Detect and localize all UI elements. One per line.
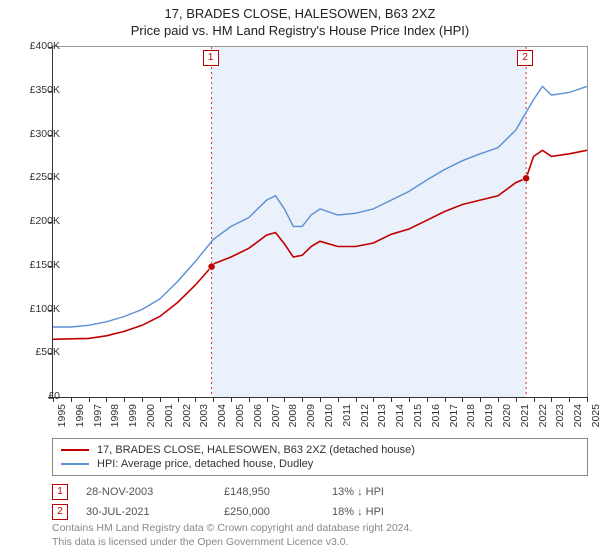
x-axis-label: 2001 <box>163 404 175 427</box>
x-axis-label: 2005 <box>234 404 246 427</box>
sales-badge: 1 <box>52 484 68 500</box>
sales-price: £148,950 <box>224 486 314 498</box>
x-axis-label: 2016 <box>430 404 442 427</box>
x-axis-label: 2022 <box>537 404 549 427</box>
x-axis-label: 2025 <box>590 404 600 427</box>
y-axis-label: £200K <box>8 215 60 227</box>
x-axis-label: 2015 <box>412 404 424 427</box>
sales-diff: 18% ↓ HPI <box>332 506 452 518</box>
x-axis-label: 2007 <box>270 404 282 427</box>
x-axis-label: 2020 <box>501 404 513 427</box>
sales-date: 28-NOV-2003 <box>86 486 206 498</box>
sales-badge: 2 <box>52 504 68 520</box>
chart-svg <box>53 47 587 397</box>
chart-title: 17, BRADES CLOSE, HALESOWEN, B63 2XZ <box>0 6 600 21</box>
chart-legend: 17, BRADES CLOSE, HALESOWEN, B63 2XZ (de… <box>52 438 588 476</box>
x-axis-label: 2009 <box>305 404 317 427</box>
sales-price: £250,000 <box>224 506 314 518</box>
sales-row: 2 30-JUL-2021 £250,000 18% ↓ HPI <box>52 502 588 522</box>
legend-label-property: 17, BRADES CLOSE, HALESOWEN, B63 2XZ (de… <box>97 444 415 456</box>
sales-table: 1 28-NOV-2003 £148,950 13% ↓ HPI 2 30-JU… <box>52 482 588 522</box>
x-axis-label: 2023 <box>554 404 566 427</box>
x-axis-label: 2013 <box>376 404 388 427</box>
legend-row-hpi: HPI: Average price, detached house, Dudl… <box>61 457 579 471</box>
legend-label-hpi: HPI: Average price, detached house, Dudl… <box>97 458 313 470</box>
x-axis-label: 2021 <box>519 404 531 427</box>
x-axis-label: 2004 <box>216 404 228 427</box>
x-axis-label: 2011 <box>341 404 353 427</box>
y-axis-label: £50K <box>8 346 60 358</box>
legend-row-property: 17, BRADES CLOSE, HALESOWEN, B63 2XZ (de… <box>61 443 579 457</box>
x-axis-label: 1997 <box>92 404 104 427</box>
x-axis-label: 2024 <box>572 404 584 427</box>
x-axis-label: 1999 <box>127 404 139 427</box>
y-axis-label: £400K <box>8 40 60 52</box>
x-axis-label: 2010 <box>323 404 335 427</box>
x-axis-label: 2006 <box>252 404 264 427</box>
x-axis-label: 2014 <box>394 404 406 427</box>
y-axis-label: £100K <box>8 303 60 315</box>
x-axis-label: 2003 <box>198 404 210 427</box>
chart-marker-badge: 1 <box>203 50 219 66</box>
legend-swatch-property <box>61 449 89 451</box>
chart-plot-area <box>52 46 588 398</box>
y-axis-label: £350K <box>8 84 60 96</box>
chart-subtitle: Price paid vs. HM Land Registry's House … <box>0 23 600 38</box>
sales-row: 1 28-NOV-2003 £148,950 13% ↓ HPI <box>52 482 588 502</box>
chart-footer: Contains HM Land Registry data © Crown c… <box>52 522 412 549</box>
x-axis-label: 1995 <box>56 404 68 427</box>
sales-diff: 13% ↓ HPI <box>332 486 452 498</box>
x-axis-label: 2012 <box>359 404 371 427</box>
footer-line1: Contains HM Land Registry data © Crown c… <box>52 522 412 536</box>
x-axis-label: 2000 <box>145 404 157 427</box>
x-axis-label: 2017 <box>448 404 460 427</box>
x-axis-label: 1996 <box>74 404 86 427</box>
chart-titles: 17, BRADES CLOSE, HALESOWEN, B63 2XZ Pri… <box>0 0 600 38</box>
legend-swatch-hpi <box>61 463 89 465</box>
y-axis-label: £300K <box>8 128 60 140</box>
chart-marker-badge: 2 <box>517 50 533 66</box>
x-axis-label: 2002 <box>181 404 193 427</box>
x-axis-label: 2019 <box>483 404 495 427</box>
x-axis-label: 2018 <box>465 404 477 427</box>
x-axis-label: 2008 <box>287 404 299 427</box>
y-axis-label: £0 <box>8 390 60 402</box>
chart-container: 17, BRADES CLOSE, HALESOWEN, B63 2XZ Pri… <box>0 0 600 560</box>
sales-date: 30-JUL-2021 <box>86 506 206 518</box>
x-axis-label: 1998 <box>109 404 121 427</box>
y-axis-label: £250K <box>8 171 60 183</box>
footer-line2: This data is licensed under the Open Gov… <box>52 536 412 550</box>
y-axis-label: £150K <box>8 259 60 271</box>
